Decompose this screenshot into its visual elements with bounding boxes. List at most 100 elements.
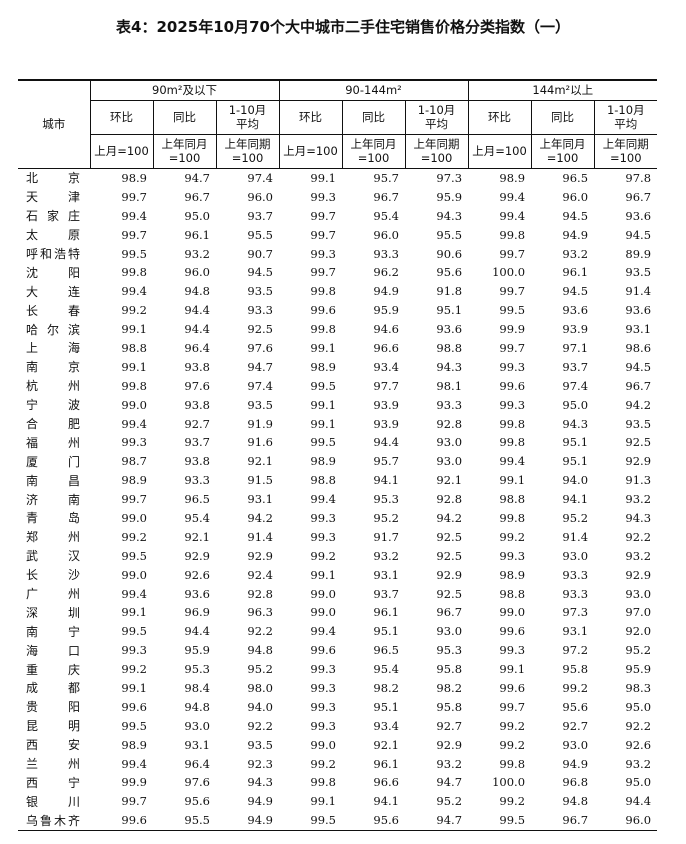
index-value: 99.3 xyxy=(121,643,147,658)
index-value: 93.1 xyxy=(373,567,399,582)
index-value: 99.3 xyxy=(121,435,147,450)
index-value: 98.3 xyxy=(625,680,652,695)
table-row: 南京 99.1 93.8 94.7 98.9 93.4 94.3 99.3 93.7 94.5 xyxy=(18,357,657,376)
index-value: 92.9 xyxy=(436,567,463,582)
index-value: 94.0 xyxy=(247,699,273,714)
city-name: 长春 xyxy=(26,303,80,318)
index-value: 98.6 xyxy=(625,340,652,355)
table-row: 长沙 99.0 92.6 92.4 99.1 93.1 92.9 98.9 93.3 92.9 xyxy=(18,565,657,584)
index-value: 98.8 xyxy=(436,340,463,355)
index-value: 99.0 xyxy=(310,586,336,601)
table-row: 哈尔滨 99.1 94.4 92.5 99.8 94.6 93.6 99.9 93.9 93.1 xyxy=(18,320,657,339)
base-header: 上月=100 xyxy=(467,133,532,169)
table-row: 呼和浩特 99.5 93.2 90.7 99.3 93.3 90.6 99.7 93.2 89.9 xyxy=(18,244,657,263)
header-line: 上月=100 xyxy=(472,144,527,158)
header-row: 上月=100 上年同月 =100 上年同期 =100 上月=100 上年同月 =100 上年同期… xyxy=(18,133,658,169)
index-value: 92.8 xyxy=(436,416,463,431)
index-value: 98.9 xyxy=(121,170,147,185)
city-name: 兰州 xyxy=(26,757,80,772)
header-line: 环比 xyxy=(488,110,512,124)
index-value: 93.0 xyxy=(184,718,210,733)
index-value: 95.4 xyxy=(373,208,399,223)
city-name: 哈尔滨 xyxy=(26,322,80,337)
base-header: 上年同月 =100 xyxy=(530,133,595,169)
table-row: 大连 99.4 94.8 93.5 99.8 94.9 91.8 99.7 94.5 91.4 xyxy=(18,282,657,301)
index-value: 98.2 xyxy=(373,680,399,695)
index-value: 97.4 xyxy=(562,378,589,393)
index-value: 93.2 xyxy=(562,246,589,261)
index-value: 99.7 xyxy=(310,208,336,223)
table-row: 长春 99.2 94.4 93.3 99.6 95.9 95.1 99.5 93.6 93.6 xyxy=(18,301,657,320)
index-value: 94.7 xyxy=(405,810,469,831)
index-value: 99.3 xyxy=(499,397,526,412)
index-value: 99.3 xyxy=(310,246,336,261)
index-value: 99.3 xyxy=(499,643,526,658)
index-value: 94.1 xyxy=(373,794,399,809)
index-value: 99.6 xyxy=(499,680,526,695)
index-value: 99.1 xyxy=(310,794,336,809)
index-value: 96.7 xyxy=(625,378,652,393)
index-value: 93.3 xyxy=(184,473,210,488)
header-line: 上月=100 xyxy=(94,144,149,158)
index-value: 90.6 xyxy=(436,246,463,261)
index-value: 94.3 xyxy=(247,775,273,790)
header-line: 同比 xyxy=(173,110,196,124)
header-line: 平均 xyxy=(236,117,259,131)
index-value: 93.5 xyxy=(625,416,652,431)
index-value: 93.9 xyxy=(373,397,399,412)
index-value: 99.3 xyxy=(310,189,336,204)
header-line: 上年同期 xyxy=(413,137,460,151)
index-value: 99.5 xyxy=(468,810,532,831)
index-value: 98.8 xyxy=(310,473,336,488)
index-value: 99.4 xyxy=(121,756,147,771)
city-name: 广州 xyxy=(26,587,80,602)
index-value: 94.3 xyxy=(625,510,652,525)
index-value: 93.7 xyxy=(562,359,589,374)
index-value: 93.2 xyxy=(625,548,652,563)
index-value: 97.0 xyxy=(625,605,652,620)
city-name: 大连 xyxy=(26,284,80,299)
index-value: 99.0 xyxy=(310,605,336,620)
index-value: 96.9 xyxy=(184,605,210,620)
index-value: 93.7 xyxy=(373,586,399,601)
index-value: 93.2 xyxy=(625,756,652,771)
index-value: 97.1 xyxy=(562,340,589,355)
group-header: 144m²以上 xyxy=(467,79,658,101)
index-value: 99.7 xyxy=(499,246,526,261)
city-name: 南昌 xyxy=(26,473,80,488)
index-value: 93.3 xyxy=(562,586,589,601)
index-value: 97.6 xyxy=(184,378,210,393)
index-value: 97.4 xyxy=(247,378,273,393)
index-value: 96.7 xyxy=(184,189,210,204)
index-value: 95.8 xyxy=(436,662,463,677)
index-value: 99.0 xyxy=(310,737,336,752)
index-value: 99.2 xyxy=(121,662,147,677)
index-value: 99.4 xyxy=(499,189,526,204)
base-header: 上月=100 xyxy=(278,133,343,169)
index-value: 92.0 xyxy=(625,624,652,639)
index-value: 93.4 xyxy=(373,718,399,733)
table-row: 福州 99.3 93.7 91.6 99.5 94.4 93.0 99.8 95.1 92.5 xyxy=(18,433,657,452)
index-value: 97.3 xyxy=(436,170,463,185)
index-value: 95.1 xyxy=(562,454,589,469)
index-value: 92.2 xyxy=(247,718,273,733)
header-line: 环比 xyxy=(299,110,322,124)
index-value: 99.0 xyxy=(121,397,147,412)
index-value: 93.3 xyxy=(436,397,463,412)
table-body: 北京 98.9 94.7 97.4 99.1 95.7 97.3 98.9 96.5 97.8 天津… xyxy=(18,168,658,831)
index-value: 99.5 xyxy=(121,246,147,261)
header-line: =100 xyxy=(357,151,390,165)
sub-header: 1-10月 平均 xyxy=(215,99,280,135)
city-name: 武汉 xyxy=(26,549,80,564)
index-value: 93.6 xyxy=(625,303,652,318)
index-value: 96.1 xyxy=(562,265,589,280)
index-value: 99.3 xyxy=(310,680,336,695)
index-value: 92.3 xyxy=(247,756,273,771)
city-name: 石家庄 xyxy=(26,209,80,224)
table-row: 厦门 98.7 93.8 92.1 98.9 95.7 93.0 99.4 95.1 92.9 xyxy=(18,452,657,471)
index-value: 94.2 xyxy=(625,397,652,412)
city-name: 青岛 xyxy=(26,511,80,526)
header-line: 1-10月 xyxy=(228,103,267,117)
index-value: 99.8 xyxy=(121,265,147,280)
table-row: 广州 99.4 93.6 92.8 99.0 93.7 92.5 98.8 93.3 93.0 xyxy=(18,584,657,603)
